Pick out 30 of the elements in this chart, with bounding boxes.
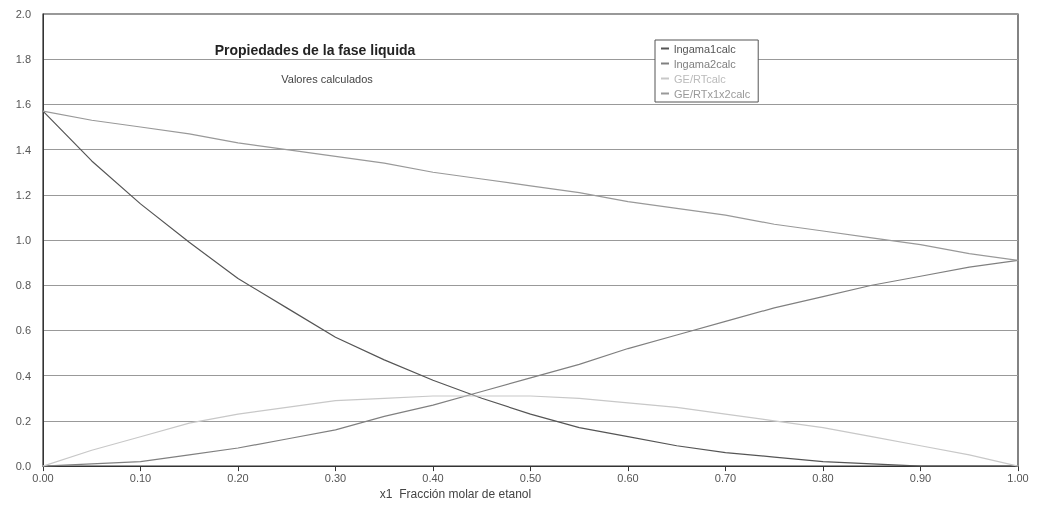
y-tick-label: 0.2	[15, 414, 31, 427]
y-tick-label: 1.8	[15, 53, 31, 66]
y-tick-label: 2.0	[15, 8, 31, 20]
y-tick-label: 1.2	[15, 188, 31, 201]
text: Valores calculados	[281, 72, 374, 85]
x-tick-label: 0.80	[812, 471, 834, 484]
x-tick-label: 0.50	[519, 471, 542, 484]
y-tick-label: 0.4	[15, 369, 31, 382]
legend-label: lngama1calc	[674, 42, 737, 55]
y-tick-label: 0.8	[15, 279, 31, 292]
x-tick-label: 0.00	[32, 471, 54, 484]
legend-label: GE/RTcalc	[674, 72, 727, 85]
x-tick-label: 1.00	[1007, 471, 1029, 484]
legend-label: lngama2calc	[674, 57, 737, 70]
x-tick-label: 0.20	[227, 471, 249, 484]
x-tick-label: 0.90	[909, 471, 932, 484]
x-tick-label: 0.60	[617, 471, 639, 484]
x-tick-label: 0.30	[324, 471, 347, 484]
line-series	[42, 110, 1019, 261]
x-axis-title: x1 Fracción molar de etanol	[379, 487, 532, 501]
legend-label: GE/RTx1x2calc	[674, 87, 751, 100]
y-tick-label: 0.6	[15, 324, 31, 337]
x-tick-label: 0.40	[422, 471, 444, 484]
y-tick-label: 1.0	[15, 234, 31, 247]
text: Propiedades de la fase liquida	[214, 42, 416, 58]
x-tick-label: 0.10	[129, 471, 152, 484]
y-tick-label: 0.0	[15, 460, 31, 473]
x-tick-label: 0.70	[714, 471, 737, 484]
y-tick-label: 1.4	[15, 143, 31, 156]
y-tick-label: 1.6	[15, 98, 31, 111]
